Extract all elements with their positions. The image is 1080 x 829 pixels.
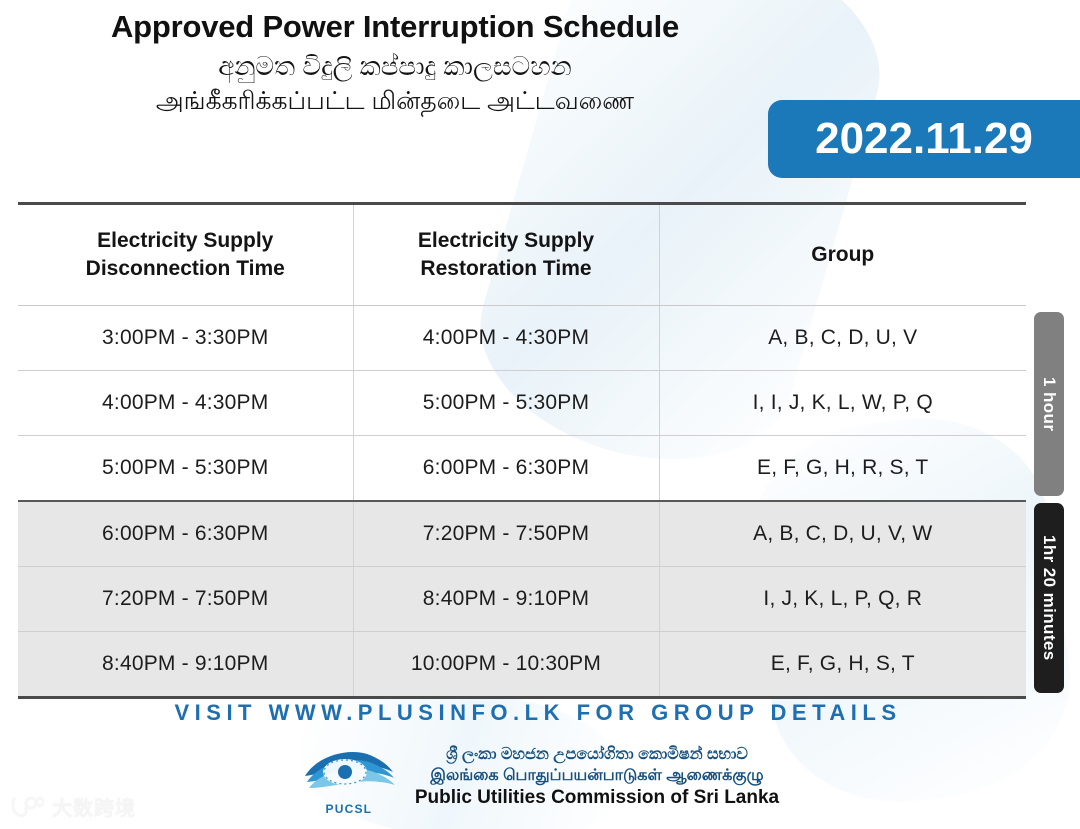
- column-header-disconnection-time: Electricity Supply Disconnection Time: [18, 202, 353, 306]
- column-header-line1: Group: [811, 243, 875, 267]
- column-header-restoration-time: Electricity Supply Restoration Time: [352, 202, 659, 306]
- pucsl-logo: PUCSL: [301, 742, 397, 816]
- cell-group: E, F, G, H, S, T: [658, 631, 1026, 699]
- cell-disconnection-time: 8:40PM - 9:10PM: [18, 631, 353, 699]
- table-row: 3:00PM - 3:30PM 4:00PM - 4:30PM A, B, C,…: [18, 305, 1026, 371]
- pucsl-wordmark: PUCSL: [325, 802, 373, 816]
- organization-name-sinhala: ශ්‍රී ලංකා මහජන උපයෝගිතා කොමිෂන් සභාව: [446, 745, 748, 763]
- table-row: 4:00PM - 4:30PM 5:00PM - 5:30PM I, I, J,…: [18, 370, 1026, 436]
- cell-restoration-time: 5:00PM - 5:30PM: [352, 370, 659, 436]
- page-title-tamil: அங்கீகரிக்கப்பட்ட மின்தடை அட்டவணை: [155, 86, 635, 115]
- cell-restoration-time: 10:00PM - 10:30PM: [352, 631, 659, 699]
- cell-group: A, B, C, D, U, V, W: [658, 500, 1026, 567]
- cell-disconnection-time: 5:00PM - 5:30PM: [18, 435, 353, 502]
- duration-badge-1-hour: 1 hour: [1034, 312, 1064, 496]
- cell-group: E, F, G, H, R, S, T: [658, 435, 1026, 502]
- schedule-table-container: Electricity Supply Disconnection Time El…: [18, 202, 1026, 699]
- table-row: 6:00PM - 6:30PM 7:20PM - 7:50PM A, B, C,…: [18, 500, 1026, 567]
- date-badge-label: 2022.11.29: [815, 114, 1033, 163]
- cell-restoration-time: 6:00PM - 6:30PM: [352, 435, 659, 502]
- table-header-row: Electricity Supply Disconnection Time El…: [18, 202, 1026, 306]
- organization-block: PUCSL ශ්‍රී ලංකා මහජන උපයෝගිතා කොමිෂන් ස…: [0, 742, 1080, 816]
- column-header-line1: Electricity Supply: [417, 229, 595, 253]
- schedule-table: Electricity Supply Disconnection Time El…: [18, 202, 1026, 699]
- duration-badge-label: 1hr 20 minutes: [1040, 535, 1059, 661]
- column-header-group: Group: [658, 202, 1026, 306]
- eye-wave-icon: [304, 752, 395, 788]
- cell-group: I, J, K, L, P, Q, R: [658, 566, 1026, 632]
- duration-badge-label: 1 hour: [1040, 376, 1059, 432]
- watermark-logo-icon: [10, 795, 45, 819]
- watermark-text: 大数跨境: [52, 798, 136, 820]
- cell-disconnection-time: 3:00PM - 3:30PM: [18, 305, 353, 371]
- organization-name-english: Public Utilities Commission of Sri Lanka: [414, 787, 780, 809]
- page-title-sinhala: අනුමත විදුලි කප්පාදු කාලසටහන: [218, 50, 572, 81]
- watermark: 大数跨境: [10, 792, 136, 821]
- table-row: 8:40PM - 9:10PM 10:00PM - 10:30PM E, F, …: [18, 631, 1026, 699]
- cell-group: I, I, J, K, L, W, P, Q: [658, 370, 1026, 436]
- cell-restoration-time: 8:40PM - 9:10PM: [352, 566, 659, 632]
- cell-restoration-time: 7:20PM - 7:50PM: [352, 500, 659, 567]
- page-footer: VISIT WWW.PLUSINFO.LK FOR GROUP DETAILS …: [0, 700, 1080, 816]
- column-header-line2: Disconnection Time: [85, 257, 285, 280]
- schedule-table-body: 3:00PM - 3:30PM 4:00PM - 4:30PM A, B, C,…: [18, 305, 1026, 699]
- cell-disconnection-time: 6:00PM - 6:30PM: [18, 500, 353, 567]
- column-header-line2: Restoration Time: [420, 257, 592, 280]
- organization-name-tamil: இலங்கை பொதுப்பயன்பாடுகள் ஆணைக்குழு: [430, 766, 764, 784]
- duration-badge-1hr-20-minutes: 1hr 20 minutes: [1034, 503, 1064, 693]
- cell-group: A, B, C, D, U, V: [658, 305, 1026, 371]
- page-title-english: Approved Power Interruption Schedule: [110, 9, 680, 44]
- date-badge: 2022.11.29: [768, 100, 1080, 178]
- table-row: 5:00PM - 5:30PM 6:00PM - 6:30PM E, F, G,…: [18, 435, 1026, 502]
- cell-disconnection-time: 7:20PM - 7:50PM: [18, 566, 353, 632]
- visit-website-line: VISIT WWW.PLUSINFO.LK FOR GROUP DETAILS: [174, 700, 902, 725]
- page-header: Approved Power Interruption Schedule අනු…: [0, 0, 1080, 188]
- column-header-line1: Electricity Supply: [97, 229, 274, 253]
- cell-restoration-time: 4:00PM - 4:30PM: [352, 305, 659, 371]
- cell-disconnection-time: 4:00PM - 4:30PM: [18, 370, 353, 436]
- organization-names: ශ්‍රී ලංකා මහජන උපයෝගිතා කොමිෂන් සභාව இல…: [415, 745, 779, 811]
- table-row: 7:20PM - 7:50PM 8:40PM - 9:10PM I, J, K,…: [18, 566, 1026, 632]
